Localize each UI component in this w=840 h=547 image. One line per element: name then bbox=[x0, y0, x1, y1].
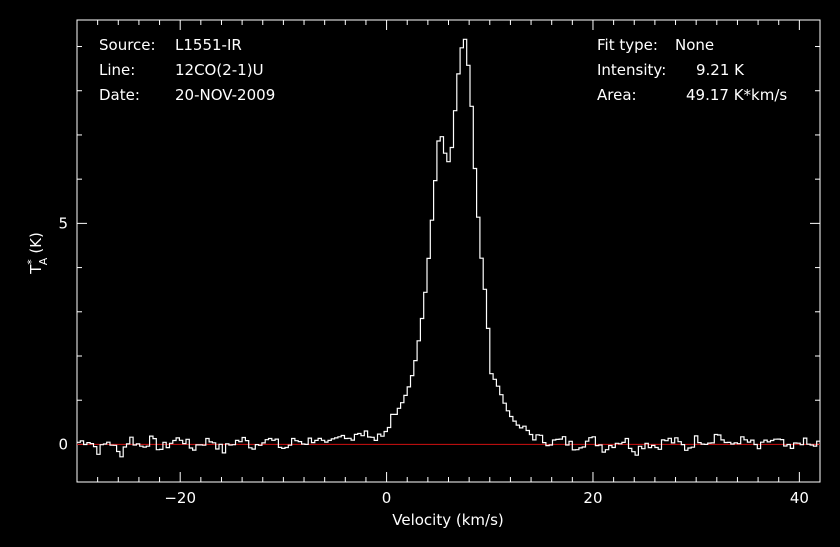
date-value: 20-NOV-2009 bbox=[175, 86, 275, 104]
y-axis-label-unit: (K) bbox=[27, 232, 45, 254]
axis-tick-labels: −20 0 20 40 0 5 bbox=[58, 214, 808, 507]
y-axis-label: T*A (K) bbox=[25, 232, 50, 275]
intensity-label: Intensity: bbox=[597, 61, 666, 79]
y-axis-label-main: T bbox=[27, 264, 45, 275]
spectrum-series-line bbox=[77, 38, 820, 458]
line-value: 12CO(2-1)U bbox=[175, 61, 264, 79]
x-tick-label: 0 bbox=[382, 489, 392, 507]
x-tick-label: 20 bbox=[583, 489, 602, 507]
info-block-left: Source: L1551-IR Line: 12CO(2-1)U Date: … bbox=[99, 36, 275, 104]
source-value: L1551-IR bbox=[175, 36, 242, 54]
fit-type-value: None bbox=[675, 36, 714, 54]
x-axis-label: Velocity (km/s) bbox=[392, 511, 503, 529]
y-axis-label-text: T*A (K) bbox=[25, 232, 50, 275]
area-value: 49.17 K*km/s bbox=[686, 86, 787, 104]
y-axis-label-sup: * bbox=[25, 259, 38, 265]
date-label: Date: bbox=[99, 86, 140, 104]
info-block-right: Fit type: None Intensity: 9.21 K Area: 4… bbox=[597, 36, 787, 104]
area-label: Area: bbox=[597, 86, 637, 104]
intensity-value: 9.21 K bbox=[696, 61, 745, 79]
y-tick-label: 5 bbox=[58, 214, 68, 232]
line-label: Line: bbox=[99, 61, 135, 79]
axis-ticks bbox=[76, 20, 821, 482]
x-tick-label: −20 bbox=[164, 489, 196, 507]
y-axis-label-sub: A bbox=[37, 257, 50, 265]
fit-type-label: Fit type: bbox=[597, 36, 658, 54]
source-label: Source: bbox=[99, 36, 156, 54]
y-tick-label: 0 bbox=[58, 435, 68, 453]
x-tick-label: 40 bbox=[790, 489, 809, 507]
